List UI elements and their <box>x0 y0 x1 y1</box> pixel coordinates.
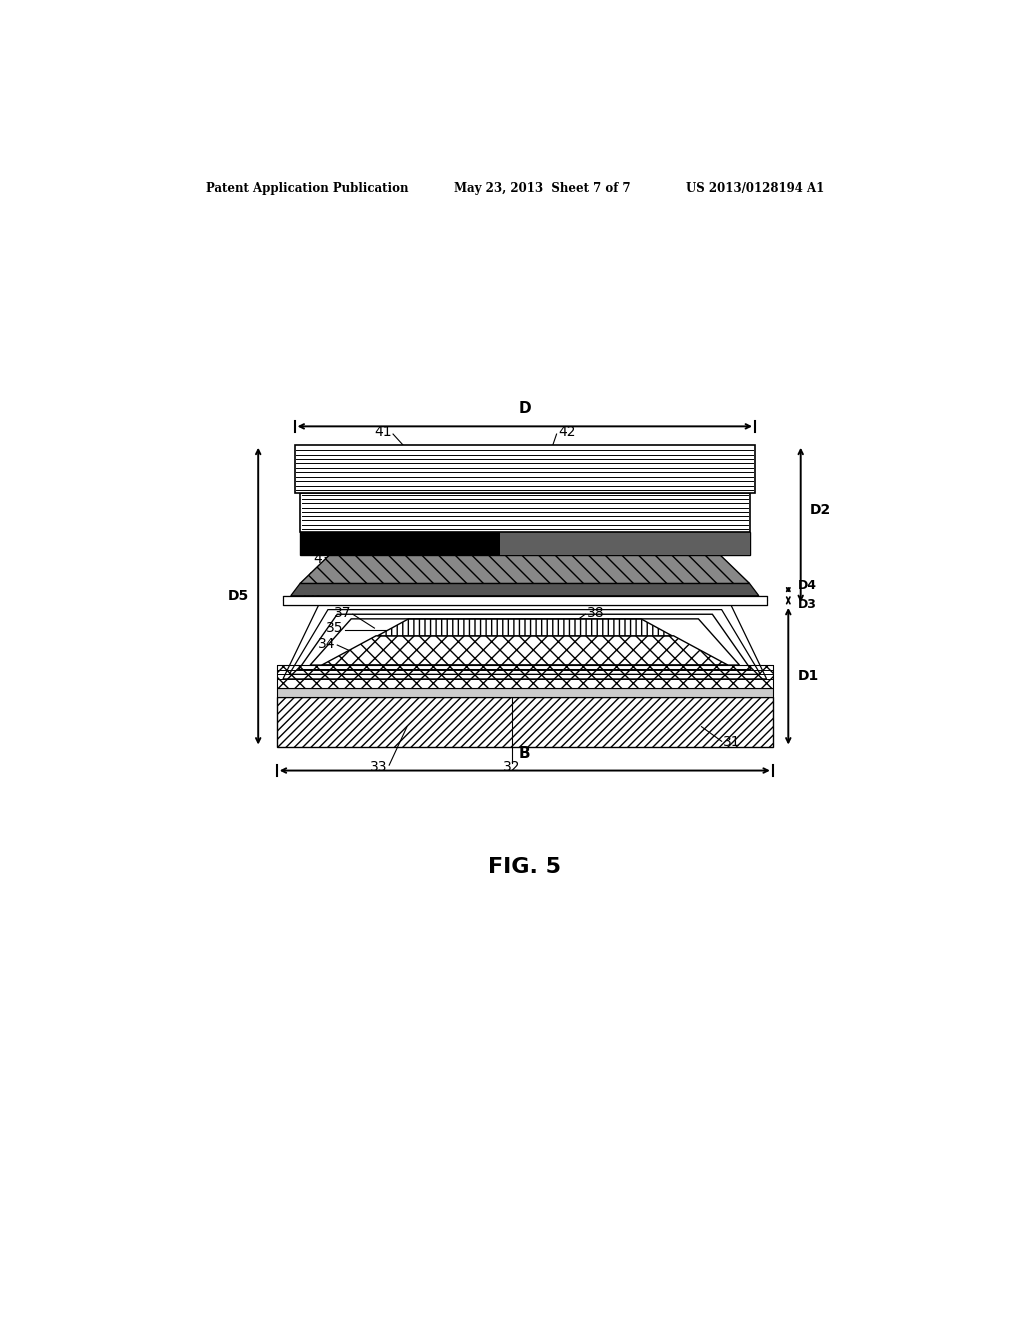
Polygon shape <box>276 665 773 688</box>
Text: 33: 33 <box>370 760 388 774</box>
Text: 31: 31 <box>723 735 740 748</box>
Text: 41: 41 <box>374 425 391 438</box>
Bar <box>276 688 773 697</box>
Text: D3: D3 <box>798 598 816 611</box>
Bar <box>300 494 750 532</box>
Text: D: D <box>518 401 531 416</box>
Text: 47: 47 <box>686 573 703 587</box>
Text: 34: 34 <box>318 636 336 651</box>
Text: 35: 35 <box>326 622 343 635</box>
Polygon shape <box>500 532 750 554</box>
Polygon shape <box>283 595 767 605</box>
Text: Patent Application Publication: Patent Application Publication <box>206 182 408 194</box>
Text: 44: 44 <box>306 572 324 585</box>
Text: 43: 43 <box>313 552 331 566</box>
Polygon shape <box>378 619 672 636</box>
Text: 45: 45 <box>298 586 315 601</box>
Text: B: B <box>519 746 530 760</box>
Text: 32: 32 <box>503 760 520 774</box>
Text: D5: D5 <box>227 589 249 603</box>
Text: D4: D4 <box>798 579 816 593</box>
Text: US 2013/0128194 A1: US 2013/0128194 A1 <box>686 182 824 194</box>
Polygon shape <box>300 554 750 583</box>
Polygon shape <box>291 583 759 595</box>
Text: 37: 37 <box>334 606 351 619</box>
Polygon shape <box>322 636 728 665</box>
Text: FIG. 5: FIG. 5 <box>488 857 561 876</box>
Polygon shape <box>276 697 773 747</box>
Text: 42: 42 <box>558 425 575 438</box>
Polygon shape <box>300 532 750 554</box>
Text: May 23, 2013  Sheet 7 of 7: May 23, 2013 Sheet 7 of 7 <box>454 182 630 194</box>
Bar <box>295 445 755 494</box>
Text: 38: 38 <box>587 606 604 619</box>
Text: D2: D2 <box>810 503 831 516</box>
Text: D1: D1 <box>798 669 819 684</box>
